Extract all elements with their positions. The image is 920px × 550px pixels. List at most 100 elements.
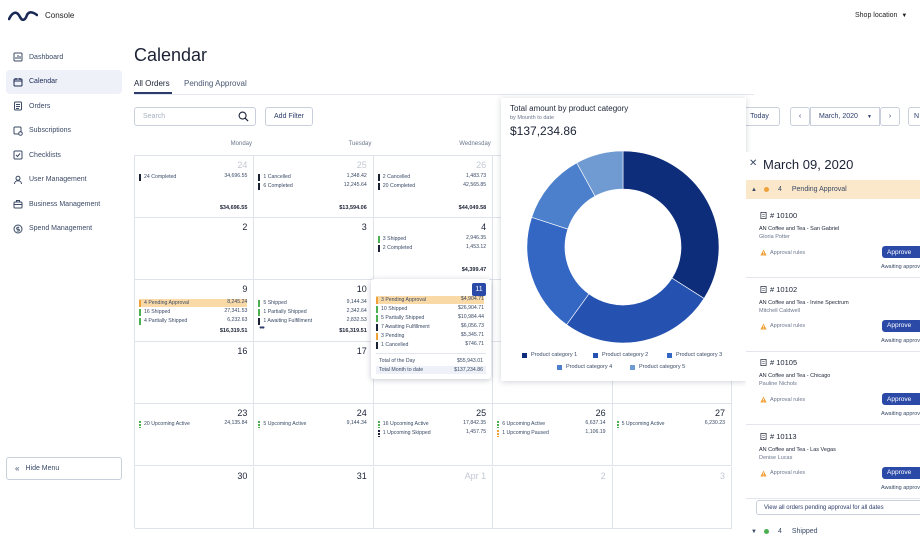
calendar-day-cell[interactable]: 24 5 Upcoming Active 9,144.34 [254, 404, 374, 467]
order-status-row[interactable]: 20 Completed 42,565.85 [377, 182, 486, 190]
close-icon[interactable]: ✕ [749, 158, 758, 169]
order-status-row[interactable]: 3 Shipped 2,946.35 [377, 235, 486, 243]
today-button[interactable]: Today [740, 107, 780, 126]
sidebar-item-checklists[interactable]: Checklists [6, 143, 122, 167]
sidebar-item-calendar[interactable]: Calendar [6, 69, 122, 94]
order-number[interactable]: # 10105 [760, 358, 797, 367]
order-status-row[interactable]: 1 Upcoming Skipped 1,457.75 [377, 429, 486, 437]
sidebar-item-dashboard[interactable]: Dashboard [6, 45, 122, 69]
calendar-day-cell[interactable]: 24 24 Completed 34,696.55 $34,696.55 [135, 156, 255, 219]
order-status-row[interactable]: 1 Cancelled 1,348.42 [258, 173, 367, 181]
order-status-value: 1,106.19 [585, 429, 606, 436]
status-marker [376, 332, 378, 340]
donut-slice-5[interactable] [576, 150, 624, 197]
calendar-day-cell[interactable]: 23 20 Upcoming Active 24,135.84 [135, 404, 255, 467]
approve-button[interactable]: Approve [882, 466, 920, 479]
approve-button[interactable]: Approve [882, 319, 920, 332]
popover-status-row[interactable]: 3 Pending $5,345.71 [376, 332, 484, 340]
order-status-row[interactable]: 2 Cancelled 1,483.73 [377, 173, 486, 181]
order-status-row[interactable]: 4 Partially Shipped 6,232.63 [139, 317, 247, 325]
order-status-row[interactable]: 16 Shipped 27,341.53 [139, 308, 247, 316]
order-status-row[interactable]: 2 Completed 1,453.12 [377, 244, 486, 252]
popover-status-row[interactable]: 10 Shipped $26,904.71 [376, 305, 484, 313]
popover-status-row[interactable]: 3 Pending Approval $4,904.71 [376, 296, 484, 304]
order-status-row[interactable]: 5 Upcoming Active 9,144.34 [258, 420, 367, 428]
more-icon[interactable]: ••• [259, 325, 264, 333]
view-all-pending-button[interactable]: View all orders pending approval for all… [756, 500, 920, 515]
add-filter-button[interactable]: Add Filter [265, 107, 313, 126]
search-input[interactable]: Search [134, 107, 256, 126]
calendar-day-cell[interactable]: 27 5 Upcoming Active 6,230.23 [612, 404, 732, 467]
order-status-row[interactable]: 5 Upcoming Active 6,230.23 [616, 420, 725, 428]
popover-status-row[interactable]: 7 Awaiting Fulfillment $6,056.73 [376, 323, 484, 331]
calendar-icon [13, 77, 23, 86]
shop-location-dropdown[interactable]: Shop location ▼ [855, 12, 907, 19]
month-select[interactable]: March, 2020 ▼ [810, 107, 880, 126]
sidebar-item-spend-management[interactable]: Spend Management [6, 217, 122, 241]
order-status-value: 2,342.64 [346, 308, 367, 315]
approval-rules-link[interactable]: Approval rules [760, 470, 805, 477]
calendar-day-cell[interactable]: 4 3 Shipped 2,946.35 2 Completed 1,453.12 $4,… [373, 218, 494, 281]
calendar-day-cell[interactable]: 16 [135, 342, 255, 405]
calendar-day-cell[interactable]: 3 [254, 218, 374, 281]
pending-order-card[interactable]: # 10102 AN Coffee and Tea - Irvine Spectr… [746, 279, 920, 352]
hide-menu-button[interactable]: « Hide Menu [6, 457, 122, 480]
approve-button[interactable]: Approve [882, 393, 920, 405]
pending-order-card[interactable]: # 10100 AN Coffee and Tea - San Gabriel Gl… [746, 205, 920, 278]
approval-rules-link[interactable]: Approval rules [760, 323, 805, 330]
pending-approval-section-header[interactable]: ▲ 4 Pending Approval [746, 180, 920, 199]
approval-rules-label: Approval rules [770, 396, 806, 403]
shipped-section-header[interactable]: ▼ 4 Shipped [751, 528, 818, 535]
sidebar-item-business-management[interactable]: Business Management [6, 192, 122, 216]
popover-status-row[interactable]: 1 Cancelled $746.71 [376, 341, 484, 349]
order-status-row[interactable]: 4 Pending Approval 8,245.24 [139, 299, 248, 308]
order-status-row[interactable]: 24 Completed 34,696.55 [139, 173, 247, 181]
calendar-day-cell[interactable]: 25 16 Upcoming Active 17,842.35 1 Upcoming … [373, 404, 494, 467]
tab-pending-approval[interactable]: Pending Approval [184, 79, 247, 88]
calendar-day-cell[interactable]: 26 2 Cancelled 1,483.73 20 Completed 42,565.… [373, 156, 494, 219]
order-status-row[interactable]: 16 Upcoming Active 17,842.35 [377, 420, 486, 428]
calendar-day-cell[interactable]: 10 5 Shipped 9,144.34 1 Partially Shipped 2,… [254, 280, 374, 343]
order-status-row[interactable]: 6 Completed 12,245.64 [258, 182, 367, 190]
pending-label: Pending Approval [791, 186, 847, 193]
order-number[interactable]: # 10102 [760, 285, 797, 294]
calendar-day-cell[interactable]: Apr 1 [373, 466, 494, 529]
calendar-day-cell[interactable]: 2 [135, 218, 255, 281]
approve-button[interactable]: Approve [882, 246, 920, 258]
approval-rules-link[interactable]: Approval rules [760, 249, 805, 256]
order-status-row[interactable]: 1 Upcoming Paused 1,106.19 [497, 429, 606, 437]
order-status-row[interactable]: 5 Shipped 9,144.34 [258, 299, 367, 307]
pending-order-card[interactable]: # 10105 AN Coffee and Tea - Chicago Paulin… [746, 352, 920, 425]
calendar-day-cell[interactable]: 25 1 Cancelled 1,348.42 6 Completed 12,245.6… [254, 156, 374, 219]
order-status-label: 1 Awaiting Fulfillment [263, 318, 313, 325]
order-status-label-group: 1 Upcoming Skipped [377, 429, 431, 437]
calendar-day-cell[interactable]: 17 [254, 342, 374, 405]
calendar-day-cell[interactable] [373, 342, 494, 405]
donut-slice-2[interactable] [566, 277, 705, 344]
next-month-button[interactable]: › [880, 107, 900, 126]
sidebar-item-orders[interactable]: Orders [6, 94, 122, 118]
tab-all-orders[interactable]: All Orders [134, 79, 170, 88]
donut-slice-1[interactable] [622, 150, 720, 299]
order-number[interactable]: # 10100 [760, 211, 797, 220]
approval-rules-link[interactable]: Approval rules [760, 396, 805, 403]
pending-order-card[interactable]: # 10113 AN Coffee and Tea - Las Vegas Deni… [746, 426, 920, 499]
status-marker [258, 308, 261, 316]
order-number[interactable]: # 10113 [760, 432, 797, 441]
view-mode-button[interactable]: N [908, 107, 920, 126]
sidebar-item-subscriptions[interactable]: Subscriptions [6, 119, 122, 143]
chevron-left-icon: ‹ [798, 113, 802, 120]
sidebar-item-user-management[interactable]: User Management [6, 168, 122, 192]
order-status-row[interactable]: 6 Upcoming Active 6,637.14 [497, 420, 606, 428]
calendar-day-cell[interactable]: 30 [135, 466, 255, 529]
order-status-row[interactable]: 20 Upcoming Active 24,135.84 [139, 420, 247, 428]
calendar-day-cell[interactable]: 31 [254, 466, 374, 529]
popover-status-row[interactable]: 5 Partially Shipped $10,984.44 [376, 314, 484, 322]
calendar-day-cell[interactable]: 2 [493, 466, 613, 529]
calendar-day-cell[interactable]: 9 4 Pending Approval 8,245.24 16 Shipped 27,… [135, 280, 255, 343]
order-status-row[interactable]: 1 Partially Shipped 2,342.64 [258, 308, 367, 316]
prev-month-button[interactable]: ‹ [790, 107, 810, 126]
order-status-row[interactable]: 1 Awaiting Fulfillment 2,832.53 [258, 317, 367, 325]
calendar-day-cell[interactable]: 26 6 Upcoming Active 6,637.14 1 Upcoming Pa… [493, 404, 613, 467]
calendar-day-cell[interactable]: 3 [612, 466, 732, 529]
